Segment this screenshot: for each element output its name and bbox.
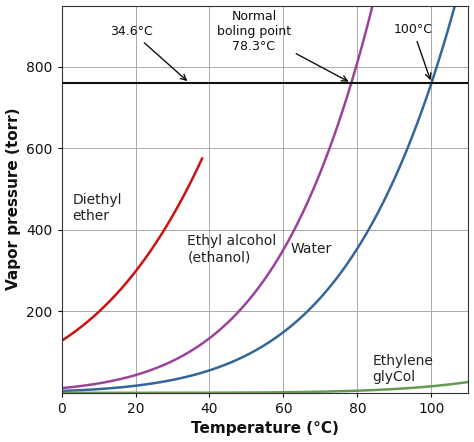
X-axis label: Temperature (°C): Temperature (°C) [191,421,339,436]
Text: Water: Water [291,242,332,256]
Text: 34.6°C: 34.6°C [110,25,186,80]
Text: 100°C: 100°C [393,23,432,79]
Text: Ethylene
glyCol: Ethylene glyCol [372,354,433,385]
Text: Normal
boling point
78.3°C: Normal boling point 78.3°C [217,10,347,81]
Y-axis label: Vapor pressure (torr): Vapor pressure (torr) [6,108,20,290]
Text: Diethyl
ether: Diethyl ether [73,193,122,223]
Text: Ethyl alcohol
(ethanol): Ethyl alcohol (ethanol) [187,234,276,264]
